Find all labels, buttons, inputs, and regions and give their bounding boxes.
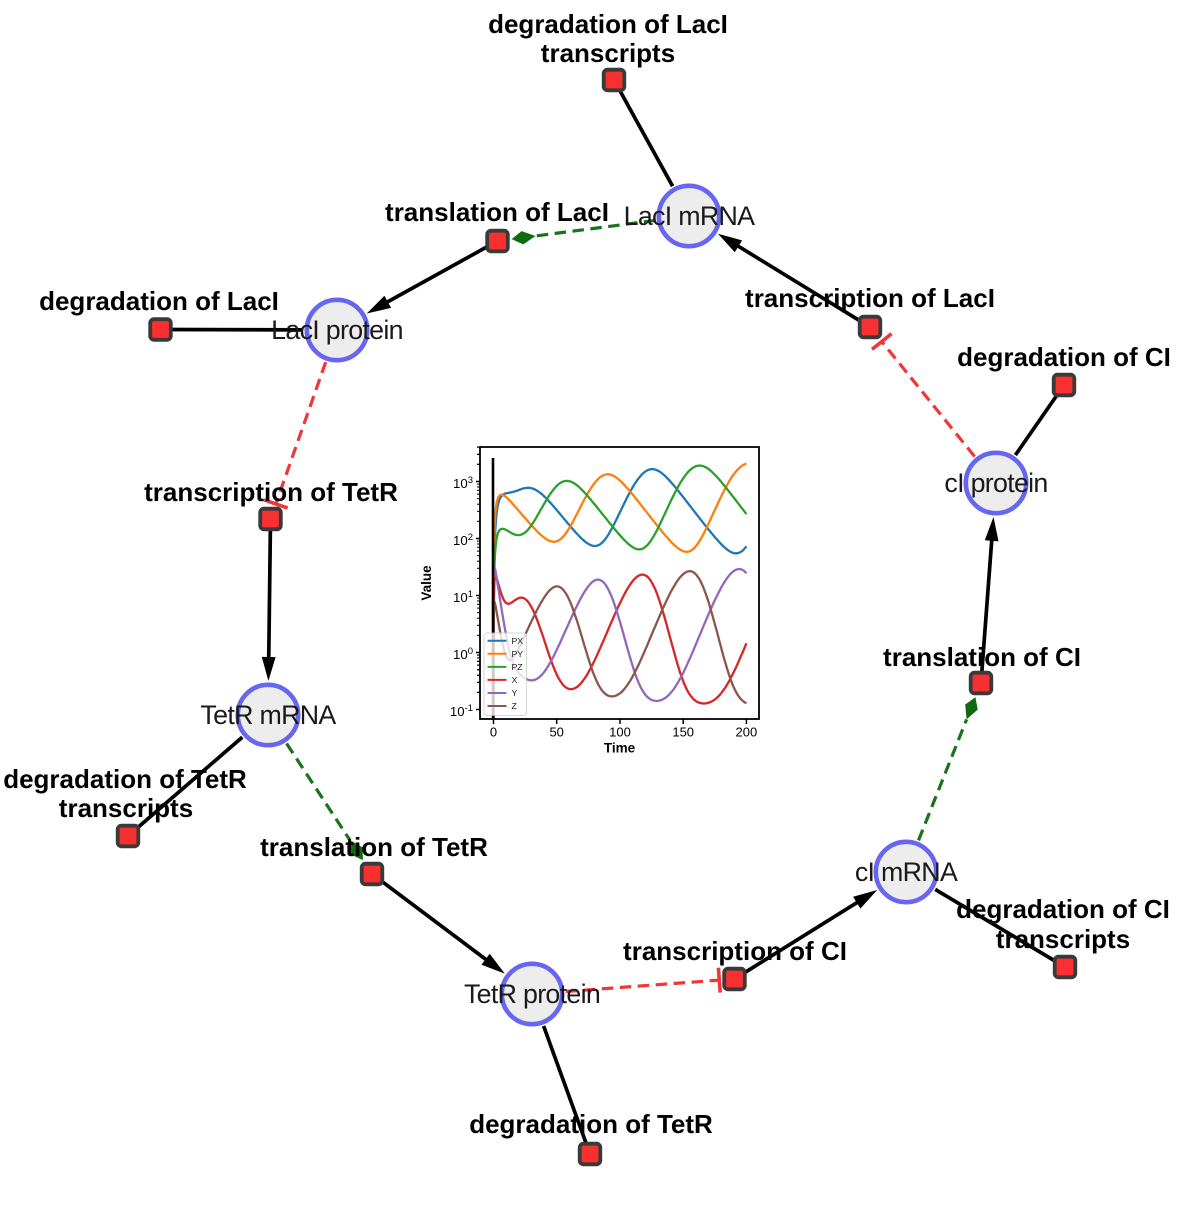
svg-text:TetR mRNA: TetR mRNA: [200, 700, 336, 730]
svg-text:Value: Value: [419, 565, 434, 601]
svg-text:0: 0: [490, 725, 497, 740]
svg-text:LacI mRNA: LacI mRNA: [624, 201, 756, 231]
svg-text:degradation of CI: degradation of CI: [956, 894, 1170, 924]
svg-text:degradation of LacI: degradation of LacI: [39, 286, 279, 316]
svg-text:degradation of TetR: degradation of TetR: [3, 764, 247, 794]
svg-text:cI protein: cI protein: [944, 468, 1047, 498]
svg-text:degradation of TetR: degradation of TetR: [469, 1109, 713, 1139]
svg-text:translation of CI: translation of CI: [883, 642, 1081, 672]
svg-text:translation of TetR: translation of TetR: [260, 832, 488, 862]
svg-text:PX: PX: [512, 636, 524, 646]
svg-text:X: X: [512, 675, 518, 685]
svg-text:transcription of CI: transcription of CI: [623, 936, 847, 966]
svg-text:200: 200: [736, 725, 758, 740]
svg-text:PY: PY: [512, 649, 524, 659]
svg-text:50: 50: [549, 725, 563, 740]
svg-text:transcripts: transcripts: [59, 793, 193, 823]
svg-text:transcription of LacI: transcription of LacI: [745, 283, 995, 313]
svg-text:PZ: PZ: [512, 662, 524, 672]
svg-text:TetR protein: TetR protein: [464, 979, 600, 1009]
svg-text:cI mRNA: cI mRNA: [855, 857, 958, 887]
svg-text:150: 150: [672, 725, 694, 740]
svg-text:100: 100: [609, 725, 631, 740]
svg-text:degradation of LacI: degradation of LacI: [488, 9, 728, 39]
svg-text:transcripts: transcripts: [541, 38, 675, 68]
svg-text:degradation of CI: degradation of CI: [957, 342, 1171, 372]
svg-text:Z: Z: [512, 701, 518, 711]
svg-text:Time: Time: [604, 741, 636, 756]
svg-text:transcripts: transcripts: [996, 924, 1130, 954]
svg-text:LacI protein: LacI protein: [271, 315, 403, 345]
svg-text:Y: Y: [512, 688, 518, 698]
svg-text:translation of LacI: translation of LacI: [385, 197, 609, 227]
svg-text:transcription of TetR: transcription of TetR: [144, 477, 398, 507]
